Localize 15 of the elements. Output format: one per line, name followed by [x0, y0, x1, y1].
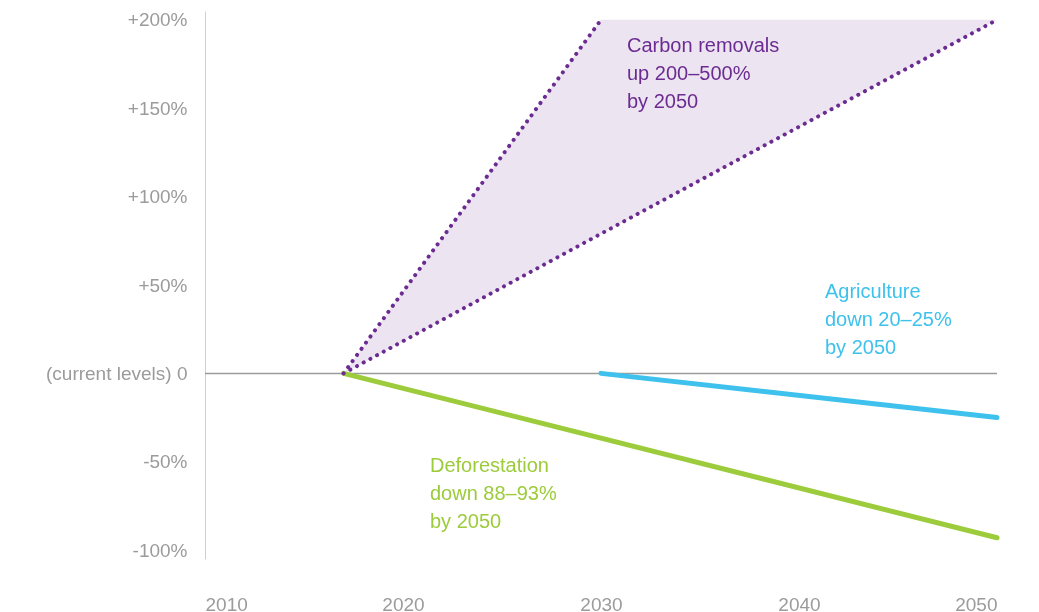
- y-tick-label: +150%: [127, 97, 188, 119]
- x-tick-label: 2020: [382, 593, 425, 612]
- y-tick-label: +200%: [127, 9, 188, 31]
- y-tick-label: -100%: [132, 539, 188, 561]
- annotation: Deforestation down 88–93% by 2050: [430, 454, 557, 532]
- x-tick-label: 2010: [205, 593, 248, 612]
- x-tick-label: 2030: [580, 593, 623, 612]
- annotation: Carbon removals up 200–500% by 2050: [627, 34, 780, 112]
- y-tick-label: +50%: [138, 274, 188, 296]
- annotation: Agriculture down 20–25% by 2050: [825, 280, 952, 358]
- y-tick-label: -50%: [143, 451, 188, 473]
- x-tick-label: 2050: [955, 593, 998, 612]
- y-tick-label: (current levels) 0: [46, 362, 188, 384]
- y-tick-label: +100%: [127, 186, 188, 208]
- x-tick-label: 2040: [778, 593, 821, 612]
